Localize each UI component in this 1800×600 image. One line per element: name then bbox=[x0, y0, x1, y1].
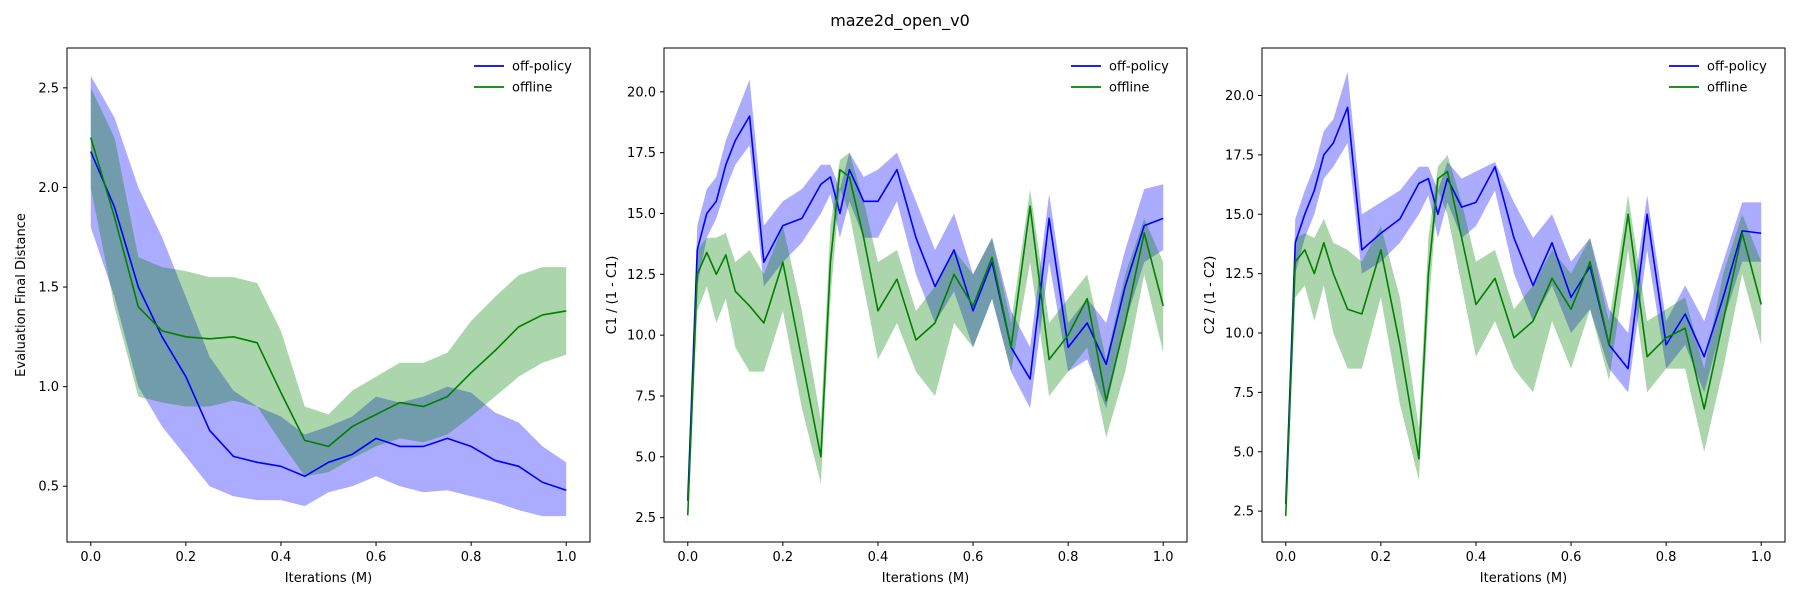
y-tick-label: 2.5 bbox=[38, 81, 59, 96]
x-tick-label: 0.4 bbox=[1466, 550, 1487, 565]
x-tick-label: 0.8 bbox=[1058, 550, 1079, 565]
confidence-band-1 bbox=[687, 152, 1164, 525]
confidence-band-0 bbox=[687, 79, 1164, 511]
x-tick-label: 0.6 bbox=[963, 550, 984, 565]
y-tick-label: 5.0 bbox=[1233, 445, 1254, 460]
x-tick-label: 0.2 bbox=[1371, 550, 1392, 565]
y-tick-label: 12.5 bbox=[1225, 267, 1254, 282]
y-tick-label: 7.5 bbox=[1233, 386, 1254, 401]
confidence-band-1 bbox=[90, 87, 567, 477]
confidence-band-0 bbox=[1285, 71, 1762, 514]
x-tick-label: 0.6 bbox=[1561, 550, 1582, 565]
y-axis-label: C2 / (1 - C2) bbox=[1203, 256, 1218, 335]
plot-area bbox=[90, 75, 567, 517]
y-tick-label: 15.0 bbox=[627, 207, 656, 222]
plot-area bbox=[686, 79, 1165, 525]
legend-label-0: off-policy bbox=[1707, 60, 1767, 75]
x-axis-label: Iterations (M) bbox=[285, 571, 372, 586]
y-tick-label: 15.0 bbox=[1225, 208, 1254, 223]
x-axis-label: Iterations (M) bbox=[1480, 571, 1567, 586]
legend-label-1: offline bbox=[1109, 81, 1149, 96]
y-tick-label: 20.0 bbox=[627, 85, 656, 100]
x-tick-label: 1.0 bbox=[1751, 550, 1772, 565]
x-tick-label: 0.0 bbox=[1275, 550, 1296, 565]
x-tick-label: 0.4 bbox=[868, 550, 889, 565]
x-tick-label: 0.0 bbox=[80, 550, 101, 565]
subplots: 0.0 0.2 0.4 0.6 0.8 1.0 0.5 1.0 1.5 2.0 2.5 Iterati… bbox=[14, 47, 1786, 586]
y-tick-label: 2.5 bbox=[635, 511, 656, 526]
axes-frame bbox=[663, 47, 1188, 543]
x-tick-label: 0.2 bbox=[176, 550, 197, 565]
x-tick-label: 0.8 bbox=[1656, 550, 1677, 565]
legend-label-0: off-policy bbox=[1109, 60, 1169, 75]
y-tick-label: 2.0 bbox=[38, 181, 59, 196]
subplot-2: 0.0 0.2 0.4 0.6 0.8 1.0 2.5 5.0 7.5 10.0 12.5 15.0 1… bbox=[605, 47, 1188, 586]
legend: off-policy offline bbox=[1669, 60, 1767, 96]
series-line-1 bbox=[90, 137, 567, 448]
confidence-band-0 bbox=[90, 75, 567, 517]
x-tick-label: 1.0 bbox=[556, 550, 577, 565]
x-tick-label: 1.0 bbox=[1153, 550, 1174, 565]
x-tick-label: 0.6 bbox=[366, 550, 387, 565]
x-tick-label: 0.4 bbox=[271, 550, 292, 565]
y-tick-label: 17.5 bbox=[1225, 148, 1254, 163]
y-tick-label: 12.5 bbox=[627, 268, 656, 283]
y-tick-label: 10.0 bbox=[1225, 327, 1254, 342]
subplot-1: 0.0 0.2 0.4 0.6 0.8 1.0 0.5 1.0 1.5 2.0 2.5 Iterati… bbox=[14, 47, 591, 586]
x-tick-label: 0.2 bbox=[773, 550, 794, 565]
y-axis-label: Evaluation Final Distance bbox=[14, 213, 29, 377]
series-line-0 bbox=[1284, 106, 1762, 505]
legend-label-1: offline bbox=[512, 81, 552, 96]
x-tick-label: 0.0 bbox=[677, 550, 698, 565]
series-line-1 bbox=[1284, 170, 1763, 516]
y-tick-label: 7.5 bbox=[635, 389, 656, 404]
y-tick-label: 1.5 bbox=[38, 281, 59, 296]
y-tick-label: 5.0 bbox=[635, 450, 656, 465]
y-tick-label: 17.5 bbox=[627, 146, 656, 161]
y-tick-label: 10.0 bbox=[627, 329, 656, 344]
y-tick-label: 20.0 bbox=[1225, 89, 1254, 104]
confidence-band-1 bbox=[1285, 154, 1762, 523]
y-tick-label: 1.0 bbox=[38, 380, 59, 395]
legend-label-0: off-policy bbox=[512, 60, 572, 75]
legend: off-policy offline bbox=[1071, 60, 1169, 96]
x-axis-label: Iterations (M) bbox=[882, 571, 969, 586]
series-line-0 bbox=[686, 115, 1164, 501]
plot-area bbox=[1284, 71, 1763, 523]
subplot-3: 0.0 0.2 0.4 0.6 0.8 1.0 2.5 5.0 7.5 10.0 12.5 15.0 1… bbox=[1203, 47, 1786, 586]
axes-frame bbox=[66, 47, 591, 543]
axes-frame bbox=[1261, 47, 1786, 543]
series-line-1 bbox=[686, 168, 1165, 516]
legend-label-1: offline bbox=[1707, 81, 1747, 96]
series-line-0 bbox=[90, 151, 567, 491]
legend: off-policy offline bbox=[474, 60, 572, 96]
y-tick-label: 2.5 bbox=[1233, 505, 1254, 520]
y-tick-label: 0.5 bbox=[38, 480, 59, 495]
x-tick-label: 0.8 bbox=[461, 550, 482, 565]
y-axis-label: C1 / (1 - C1) bbox=[605, 256, 620, 335]
figure-title: maze2d_open_v0 bbox=[830, 11, 970, 31]
